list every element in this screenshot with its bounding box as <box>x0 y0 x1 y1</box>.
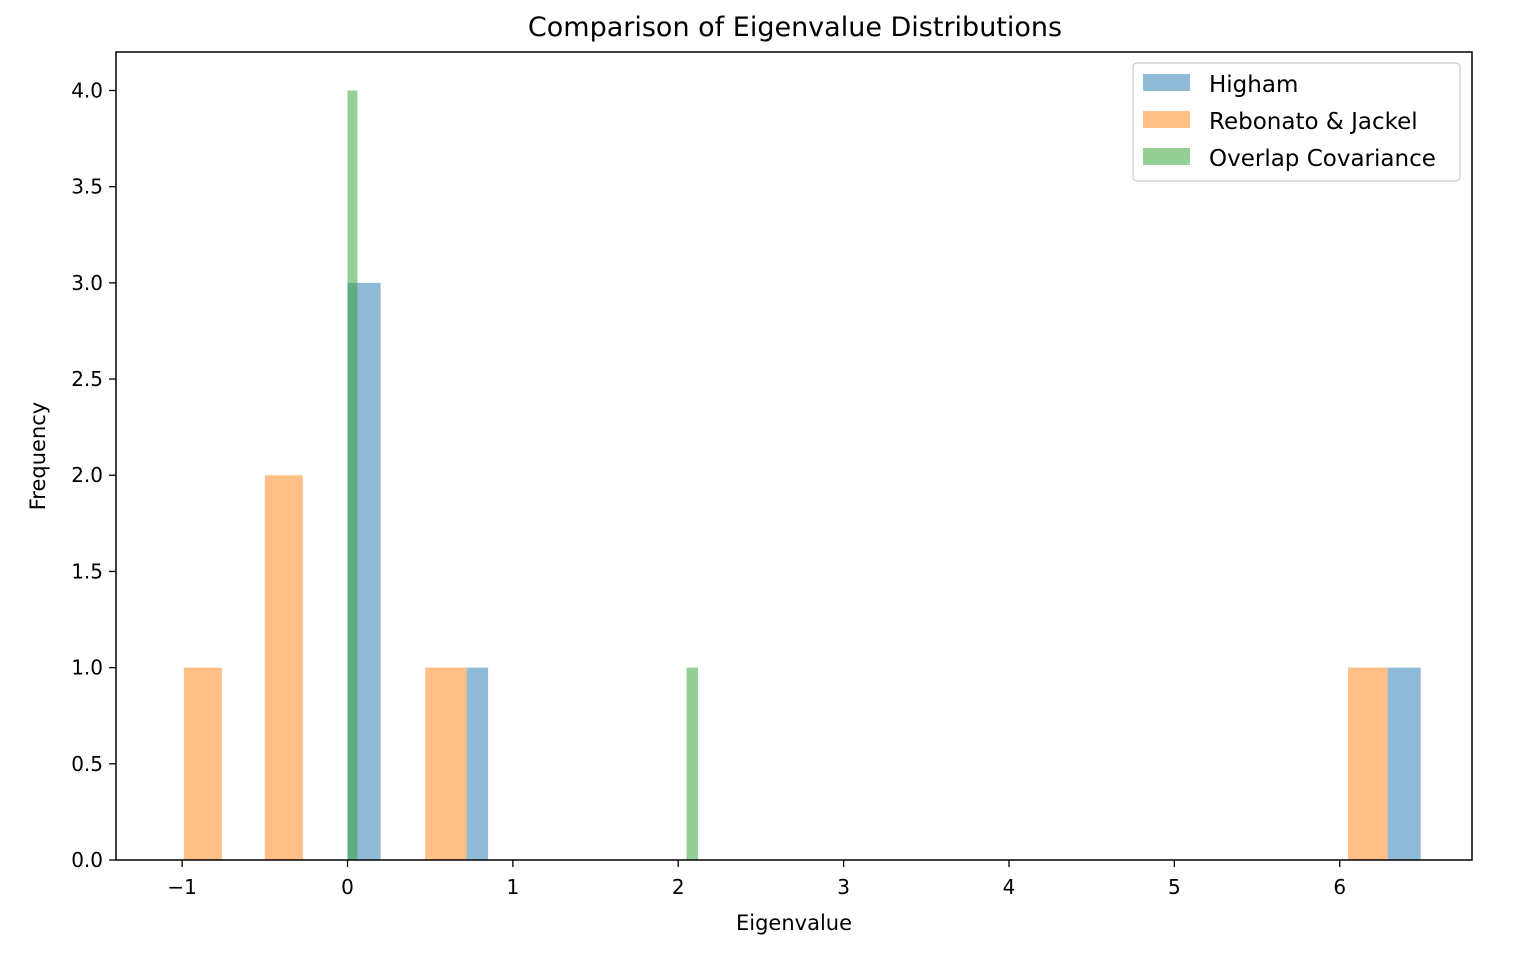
y-tick-label: 0.0 <box>71 848 103 872</box>
x-axis-ticks: −1 0 1 2 3 4 5 6 <box>167 860 1346 899</box>
legend-label-higham: Higham <box>1209 72 1298 98</box>
y-tick-label: 3.5 <box>71 175 103 199</box>
x-tick-label: 6 <box>1333 875 1346 899</box>
bar-overlap-covariance-0 <box>347 90 358 861</box>
y-tick-label: 0.5 <box>71 752 103 776</box>
legend: Higham Rebonato & Jackel Overlap Covaria… <box>1132 62 1461 182</box>
plot-frame <box>115 51 1473 861</box>
y-tick-label: 1.5 <box>71 559 103 583</box>
x-tick-label: 1 <box>507 875 520 899</box>
x-tick-label: 0 <box>341 875 354 899</box>
y-axis-ticks: 0.0 0.5 1.0 1.5 2.0 2.5 3.0 3.5 4.0 <box>71 78 116 872</box>
x-tick-label: 5 <box>1168 875 1181 899</box>
legend-swatch-rebonato-jackel <box>1143 111 1190 128</box>
bar-rebonato-jackel-0 <box>183 667 222 860</box>
y-tick-label: 3.0 <box>71 271 103 295</box>
legend-label-rebonato-jackel: Rebonato & Jackel <box>1209 109 1418 135</box>
x-tick-label: 4 <box>1003 875 1016 899</box>
bars-layer <box>183 90 1421 861</box>
legend-swatch-higham <box>1143 74 1190 91</box>
bar-rebonato-jackel-3 <box>1347 667 1388 860</box>
x-tick-label: 2 <box>672 875 685 899</box>
bar-higham-2 <box>1387 667 1421 860</box>
bar-rebonato-jackel-1 <box>264 475 303 860</box>
y-tick-label: 4.0 <box>71 78 103 102</box>
y-axis-label: Frequency <box>26 402 50 511</box>
legend-box <box>1132 62 1461 182</box>
x-axis-label: Eigenvalue <box>736 911 852 935</box>
bar-overlap-covariance-1 <box>686 667 699 860</box>
bar-higham-1 <box>466 667 489 860</box>
x-tick-label: 3 <box>837 875 850 899</box>
bar-rebonato-jackel-2 <box>425 667 467 860</box>
legend-swatch-overlap-covariance <box>1143 148 1190 165</box>
legend-label-overlap-covariance: Overlap Covariance <box>1209 146 1436 172</box>
x-tick-label: −1 <box>167 875 196 899</box>
y-tick-label: 2.5 <box>71 367 103 391</box>
y-tick-label: 2.0 <box>71 463 103 487</box>
y-tick-label: 1.0 <box>71 656 103 680</box>
chart-title: Comparison of Eigenvalue Distributions <box>528 12 1062 43</box>
